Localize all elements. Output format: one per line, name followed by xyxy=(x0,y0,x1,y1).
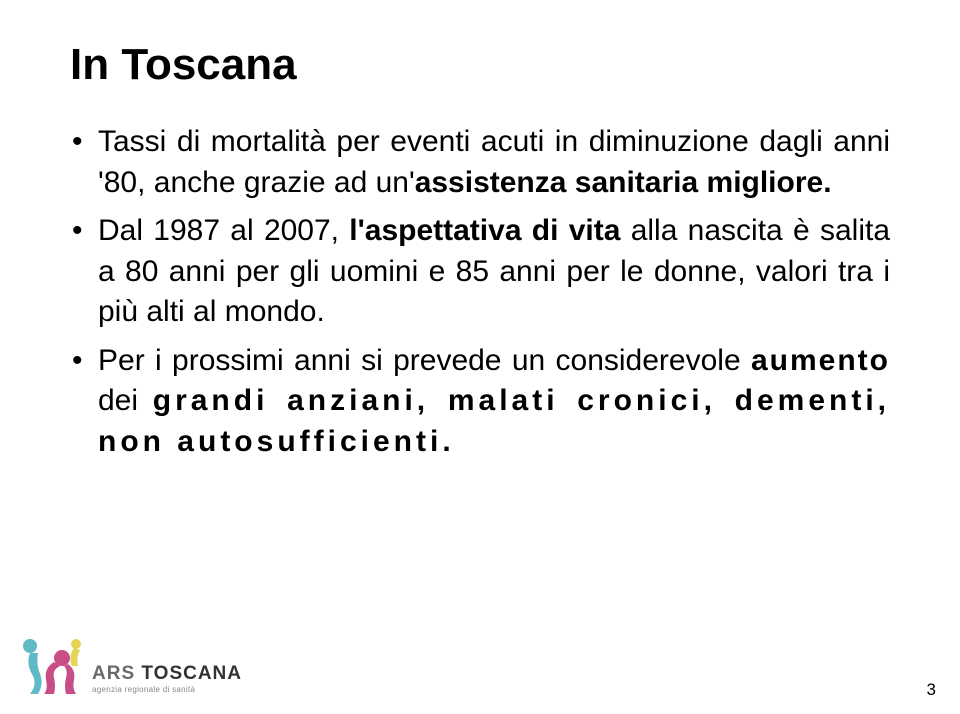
logo-text: ARS TOSCANA agenzia regionale di sanità xyxy=(92,663,242,694)
bullet-1-bold: assistenza sanitaria migliore. xyxy=(415,166,832,199)
logo-mark-icon xyxy=(18,636,86,696)
bullet-3-text-mid2: dei xyxy=(98,384,153,417)
bullet-3-bold1: aumento xyxy=(751,344,890,377)
bullet-2-bold: l'aspettativa di vita xyxy=(349,214,620,247)
logo-toscana: TOSCANA xyxy=(135,663,242,684)
logo-main-text: ARS TOSCANA xyxy=(92,663,242,685)
page-number: 3 xyxy=(927,680,936,700)
logo-sub-text: agenzia regionale di sanità xyxy=(92,685,242,694)
bullet-list: Tassi di mortalità per eventi acuti in d… xyxy=(70,122,890,462)
logo-ars: ARS xyxy=(92,663,135,684)
bullet-2-text-pre: Dal 1987 al 2007, xyxy=(98,214,349,247)
bullet-item-1: Tassi di mortalità per eventi acuti in d… xyxy=(70,122,890,203)
slide-container: In Toscana Tassi di mortalità per eventi… xyxy=(0,0,960,714)
bullet-item-3: Per i prossimi anni si prevede un consid… xyxy=(70,341,890,463)
bullet-3-text-pre: Per i prossimi anni si prevede un consid… xyxy=(98,344,751,377)
slide-title: In Toscana xyxy=(70,40,890,90)
bullet-3-bold2: grandi anziani, malati cronici, dementi,… xyxy=(98,384,890,458)
bullet-item-2: Dal 1987 al 2007, l'aspettativa di vita … xyxy=(70,211,890,333)
logo: ARS TOSCANA agenzia regionale di sanità xyxy=(18,636,242,696)
